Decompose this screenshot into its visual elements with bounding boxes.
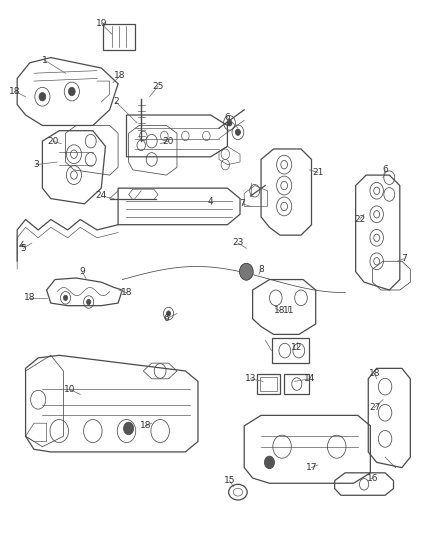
Text: 16: 16	[367, 473, 378, 482]
Text: 4: 4	[208, 197, 213, 206]
Text: 2: 2	[113, 98, 119, 107]
Text: 21: 21	[312, 168, 324, 177]
Text: 18: 18	[24, 293, 35, 302]
Text: 5: 5	[21, 244, 26, 253]
Text: 13: 13	[245, 374, 256, 383]
Text: 19: 19	[95, 19, 107, 28]
Text: 18: 18	[369, 369, 380, 378]
Text: 20: 20	[47, 136, 59, 146]
Text: 11: 11	[283, 306, 294, 316]
Circle shape	[240, 263, 253, 280]
Text: 12: 12	[291, 343, 303, 352]
Text: 18: 18	[121, 288, 132, 297]
Bar	[260, 377, 277, 391]
Bar	[257, 374, 280, 394]
Text: 15: 15	[224, 476, 235, 485]
Text: 6: 6	[225, 113, 230, 122]
Text: 1: 1	[42, 55, 47, 64]
Text: 23: 23	[232, 238, 244, 247]
Circle shape	[68, 87, 75, 96]
Text: 18: 18	[140, 421, 151, 430]
Text: 27: 27	[369, 403, 380, 412]
Circle shape	[124, 422, 134, 435]
Text: 22: 22	[354, 215, 365, 224]
Text: 18: 18	[9, 87, 21, 96]
Circle shape	[87, 300, 91, 305]
Text: 6: 6	[382, 165, 388, 174]
Circle shape	[64, 295, 67, 301]
Circle shape	[166, 311, 171, 316]
Text: 17: 17	[306, 463, 317, 472]
Text: 7: 7	[401, 254, 407, 263]
Text: 9: 9	[79, 267, 85, 276]
Text: 14: 14	[304, 374, 315, 383]
Text: 6: 6	[163, 314, 170, 323]
Circle shape	[240, 263, 253, 280]
Text: 25: 25	[152, 82, 164, 91]
Text: 3: 3	[33, 160, 39, 169]
Circle shape	[39, 93, 46, 101]
Circle shape	[235, 129, 240, 135]
Text: 8: 8	[258, 264, 264, 273]
Text: 7: 7	[239, 199, 245, 208]
Text: 18: 18	[114, 71, 126, 80]
Circle shape	[227, 120, 232, 126]
Text: 24: 24	[95, 191, 107, 200]
Text: 20: 20	[163, 136, 174, 146]
Bar	[284, 374, 309, 394]
Text: 18: 18	[274, 306, 286, 316]
Text: 10: 10	[64, 385, 75, 394]
Circle shape	[265, 456, 275, 469]
